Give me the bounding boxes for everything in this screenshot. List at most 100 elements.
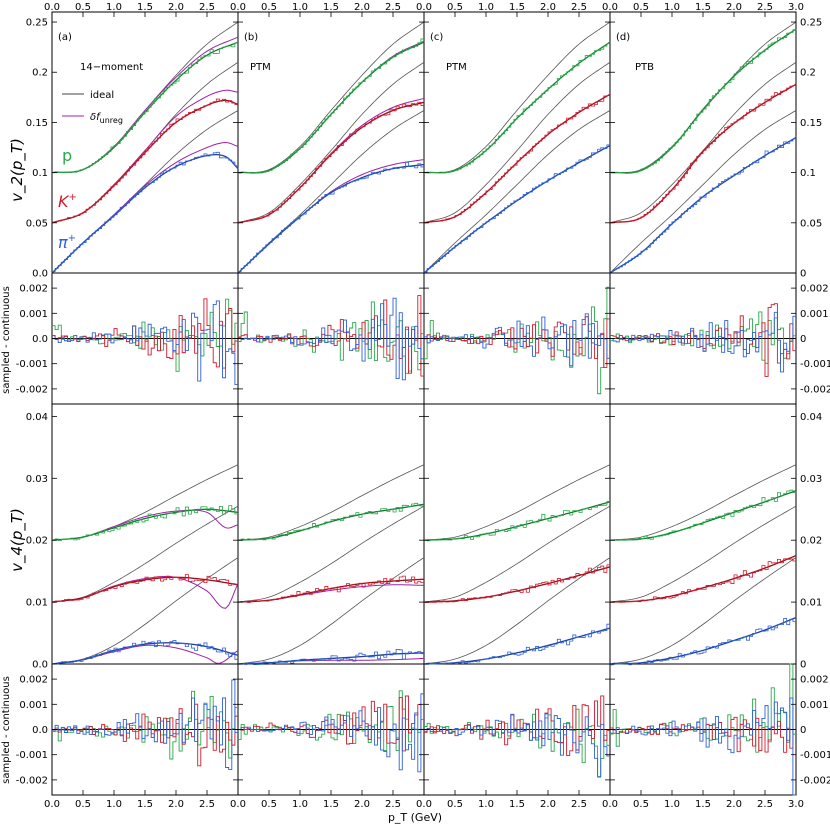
continuous-v4-p (609, 490, 797, 541)
y-tick-label-left: 0.03 (26, 474, 48, 485)
x-tick-label-bottom: 1.5 (509, 799, 525, 810)
sample-v4-p (238, 502, 424, 541)
hist-K+ (52, 703, 238, 767)
continuous-v4-pi+ (423, 627, 611, 665)
ideal-v2-curve (609, 110, 797, 274)
species-label-pi-sup: + (68, 233, 76, 244)
continuous-v4-K+ (423, 566, 611, 603)
ideal-v2-curve (237, 61, 425, 224)
ideal-v4-curve (609, 464, 797, 541)
x-tick-label-bottom: 2.5 (757, 799, 773, 810)
continuous-v2-pi+ (609, 137, 797, 274)
series-v4-pi+ (423, 627, 611, 665)
ticks-layer: 0.00.00.50.51.01.01.51.52.02.02.52.50.00… (16, 2, 830, 810)
hist-pi+ (52, 679, 238, 771)
ylabel-v4: v_4(p_T) (8, 508, 27, 572)
y-tick-label-right: 0.02 (800, 536, 822, 547)
series-v2-pi+ (609, 136, 797, 274)
hist-pi+ (424, 713, 610, 778)
unreg-v2-curve (51, 141, 239, 274)
y-tick-label-right: 0.1 (800, 168, 816, 179)
x-tick-label-bottom: 0.0 (416, 799, 432, 810)
hist-pi+ (424, 313, 610, 367)
x-tick-label-top: 1.5 (509, 2, 525, 13)
series-v2-K+ (423, 93, 611, 224)
y-tick-label-right: -0.001 (800, 750, 830, 761)
series-v2-K+ (237, 101, 425, 224)
ylabel-diff-v2: sampled - continuous (1, 286, 12, 394)
y-tick-label-left: 0.01 (26, 598, 48, 609)
x-tick-label-top: 1.5 (323, 2, 339, 13)
continuous-v4-p (423, 501, 611, 541)
sample-v2-K+ (52, 98, 238, 223)
x-tick-label-bottom: 3.0 (788, 799, 804, 810)
sample-v4-p (610, 489, 796, 541)
x-tick-label-top: 2.0 (168, 2, 184, 13)
sample-v4-K+ (238, 575, 424, 603)
ideal-v2-curve (51, 61, 239, 224)
panel-label-c: (c) (430, 32, 443, 43)
legend-unreg-main: δf (90, 112, 101, 123)
x-tick-label-top: 0.5 (447, 2, 463, 13)
y-tick-label-right: -0.002 (800, 775, 830, 786)
unreg-v2-curve (237, 97, 425, 224)
y-tick-label-right: 0.03 (800, 474, 822, 485)
x-tick-label-top: 1.0 (478, 2, 494, 13)
sample-v4-pi+ (610, 618, 796, 666)
y-tick-label-left: 0.1 (32, 168, 48, 179)
x-tick-label-top: 2.0 (354, 2, 370, 13)
x-tick-label-top: 0.0 (416, 2, 432, 13)
x-tick-label-bottom: 1.5 (137, 799, 153, 810)
sample-v2-K+ (424, 95, 610, 224)
y-tick-label-right: 0.002 (800, 675, 829, 686)
species-label-k-main: K (58, 192, 70, 211)
y-tick-label-right: 0 (800, 725, 806, 736)
y-tick-label-right: 0.001 (800, 309, 829, 320)
x-tick-label-bottom: 0.0 (602, 799, 618, 810)
y-tick-label-right: 0.01 (800, 598, 822, 609)
model-label-b: PTM (250, 62, 271, 73)
x-tick-label-bottom: 1.5 (323, 799, 339, 810)
legend-unreg-label: δfunreg (90, 112, 123, 125)
x-tick-label-bottom: 1.0 (478, 799, 494, 810)
y-tick-label-right: 0 (800, 269, 806, 280)
model-label-d: PTB (635, 62, 654, 73)
x-tick-label-top: 2.5 (385, 2, 401, 13)
y-tick-label-right: 0.04 (800, 412, 822, 423)
sample-v2-pi+ (610, 138, 796, 272)
ideal-v2-curve (609, 61, 797, 224)
x-tick-label-bottom: 2.5 (571, 799, 587, 810)
y-tick-label-left: -0.002 (16, 384, 48, 395)
y-tick-label-left: -0.002 (16, 775, 48, 786)
y-tick-label-right: 0.2 (800, 68, 816, 79)
x-tick-label-top: 1.5 (695, 2, 711, 13)
y-tick-label-right: 0 (800, 660, 806, 671)
hist-K+ (238, 295, 424, 377)
species-label-p: p (62, 146, 72, 165)
x-tick-label-bottom: 0.5 (261, 799, 277, 810)
x-tick-label-bottom: 2.0 (168, 799, 184, 810)
series-v4-p (609, 490, 797, 541)
species-label-pi: π+ (58, 233, 76, 252)
hist-pi+ (610, 697, 796, 796)
sample-v4-K+ (424, 564, 610, 603)
x-tick-label-top: 0.0 (230, 2, 246, 13)
x-tick-label-top: 0.5 (633, 2, 649, 13)
x-tick-label-top: 1.0 (292, 2, 308, 13)
legend-ideal-label: ideal (90, 90, 114, 101)
hist-pi+ (52, 300, 238, 386)
hist-K+ (238, 695, 424, 752)
x-tick-label-top: 0.0 (44, 2, 60, 13)
panel-label-d: (d) (616, 32, 630, 43)
x-tick-label-bottom: 1.0 (664, 799, 680, 810)
x-tick-label-top: 3.0 (788, 2, 804, 13)
ideal-v4-curve (237, 464, 425, 541)
x-tick-label-bottom: 0.0 (230, 799, 246, 810)
species-label-k-sup: + (69, 192, 77, 203)
unreg-v4-curve (51, 509, 239, 541)
y-tick-label-right: 0 (800, 334, 806, 345)
xlabel: p_T (GeV) (388, 811, 442, 824)
ideal-v4-curve (609, 505, 797, 603)
sample-v4-K+ (52, 574, 238, 603)
y-tick-label-left: 0.002 (19, 675, 48, 686)
